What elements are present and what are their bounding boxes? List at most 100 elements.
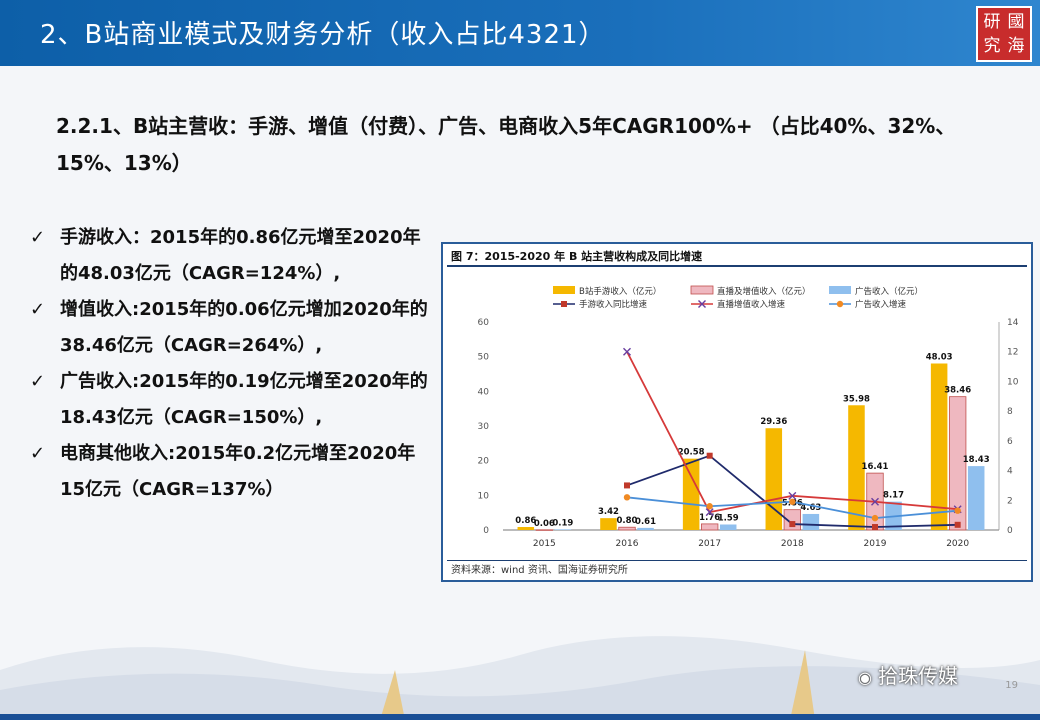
bar <box>948 396 967 531</box>
line-marker <box>872 524 878 531</box>
bar <box>600 518 617 530</box>
bar <box>700 523 719 531</box>
chart-source: 资料来源：wind 资讯、国海证券研究所 <box>451 565 628 576</box>
page-title: 2、B站商业模式及财务分析（收入占比4321） <box>40 20 606 50</box>
bullet-item: ✓ 增值收入:2015年的0.06亿元增加2020年的38.46亿元（CAGR=… <box>30 292 430 364</box>
bar <box>930 363 948 530</box>
legend-marker <box>698 300 706 308</box>
bar-data-label: 1.59 <box>718 513 739 523</box>
y2-tick-label: 0 <box>1007 526 1013 536</box>
chart-title: 图 7：2015-2020 年 B 站主营收构成及同比增速 <box>451 250 703 263</box>
line-marker <box>871 514 879 522</box>
bar <box>802 513 820 530</box>
y2-tick-label: 6 <box>1007 437 1013 447</box>
line-marker <box>706 452 713 459</box>
y-tick-label: 0 <box>483 526 489 536</box>
line-marker <box>788 491 797 500</box>
bar <box>517 527 535 530</box>
section-subtitle: 2.2.1、B站主营收：手游、增值（付费）、广告、电商收入5年CAGR100%+… <box>56 114 956 175</box>
x-tick-label: 2019 <box>864 539 887 549</box>
line-marker <box>706 503 713 510</box>
bar-data-label: 48.03 <box>926 352 953 362</box>
y2-tick-label: 12 <box>1007 348 1018 358</box>
legend-label: 手游收入同比增速 <box>579 299 648 310</box>
bullet-item: ✓ 广告收入:2015年的0.19亿元增至2020年的18.43亿元（CAGR=… <box>30 364 430 436</box>
legend-swatch <box>690 285 714 295</box>
bar <box>719 524 737 530</box>
bar-data-label: 38.46 <box>944 386 971 396</box>
line-marker <box>871 497 879 506</box>
legend-marker <box>836 300 844 308</box>
y-tick-label: 30 <box>478 422 490 432</box>
logo-char: 研 <box>983 12 1001 32</box>
bar <box>967 466 985 530</box>
bullet-item: ✓ 电商其他收入:2015年0.2亿元增至2020年15亿元（CAGR=137%… <box>30 436 430 508</box>
check-icon: ✓ <box>30 371 46 392</box>
revenue-chart: B站手游收入（亿元） 直播及增值收入（亿元） 广告收入（亿元） 手游收入同比增速 直播增… <box>478 285 1019 549</box>
bar-data-label: 0.19 <box>552 518 573 528</box>
line-marker <box>954 521 961 528</box>
logo-char: 海 <box>1007 36 1025 56</box>
line-marker <box>623 347 631 356</box>
bar-data-label: 3.42 <box>598 507 619 517</box>
bullet-item: ✓ 手游收入：2015年的0.86亿元增至2020年的48.03亿元（CAGR=… <box>30 220 430 292</box>
bar <box>618 526 636 531</box>
legend-swatch <box>829 286 851 294</box>
y2-tick-label: 10 <box>1007 377 1019 387</box>
x-tick-label: 2017 <box>698 539 721 549</box>
page-number: 19 <box>1005 680 1018 691</box>
watermark-text: 拾珠传媒 <box>877 664 958 688</box>
legend-label: 广告收入（亿元） <box>855 286 923 297</box>
chart-figure: 图 7：2015-2020 年 B 站主营收构成及同比增速 B站手游收入（亿元）… <box>441 242 1033 582</box>
logo-char: 國 <box>1007 12 1025 32</box>
y-tick-label: 10 <box>478 491 490 501</box>
bullet-text: 电商其他收入:2015年0.2亿元增至2020年15亿元（CAGR=137%） <box>60 443 416 500</box>
bar-data-label: 20.58 <box>678 448 705 458</box>
bullet-text: 手游收入：2015年的0.86亿元增至2020年的48.03亿元（CAGR=12… <box>60 227 421 284</box>
chart-title-rule <box>447 265 1027 267</box>
y-tick-label: 20 <box>478 457 490 467</box>
footer-bar <box>0 714 1040 720</box>
header-bar: 2、B站商业模式及财务分析（收入占比4321） 研 國 究 海 <box>0 0 1040 66</box>
legend-swatch <box>553 286 575 294</box>
bar-data-label: 0.80 <box>617 516 638 526</box>
bar <box>554 529 572 530</box>
check-icon: ✓ <box>30 299 46 320</box>
bar-data-label: 8.17 <box>883 491 904 501</box>
logo-char: 究 <box>983 36 1001 56</box>
bar <box>682 458 700 530</box>
logo: 研 國 究 海 <box>976 6 1032 62</box>
legend-marker <box>561 301 567 307</box>
line-marker <box>789 521 796 528</box>
footer-decoration <box>0 636 1040 720</box>
line-marker <box>623 494 631 501</box>
y2-tick-label: 8 <box>1007 407 1013 417</box>
line-marker <box>789 498 796 505</box>
legend-label: 广告收入增速 <box>855 299 907 310</box>
bullet-list: ✓ 手游收入：2015年的0.86亿元增至2020年的48.03亿元（CAGR=… <box>30 220 430 508</box>
x-tick-label: 2015 <box>533 539 556 549</box>
bullet-text: 广告收入:2015年的0.19亿元增至2020年的18.43亿元（CAGR=15… <box>60 371 428 428</box>
bar-data-label: 0.61 <box>635 517 656 527</box>
bar <box>637 527 654 530</box>
bar <box>535 529 553 531</box>
bar <box>848 405 865 530</box>
bar-data-label: 35.98 <box>843 394 870 404</box>
watermark: ◉ 拾珠传媒 <box>858 660 958 689</box>
chart-source-rule <box>447 560 1027 561</box>
line-marker <box>954 507 961 514</box>
legend-label: B站手游收入（亿元） <box>579 286 661 297</box>
x-tick-label: 2016 <box>616 539 639 549</box>
bullet-text: 增值收入:2015年的0.06亿元增加2020年的38.46亿元（CAGR=26… <box>60 299 428 356</box>
bar <box>765 428 783 530</box>
bar-data-label: 1.76 <box>699 513 720 523</box>
check-icon: ✓ <box>30 443 46 464</box>
wechat-icon: ◉ <box>858 668 872 687</box>
y-tick-label: 40 <box>478 387 490 397</box>
line-marker <box>624 482 630 489</box>
y2-tick-label: 2 <box>1007 496 1013 506</box>
x-tick-label: 2020 <box>946 539 969 549</box>
y2-tick-label: 14 <box>1007 318 1019 328</box>
bar-data-label: 0.86 <box>515 516 536 526</box>
check-icon: ✓ <box>30 227 46 248</box>
